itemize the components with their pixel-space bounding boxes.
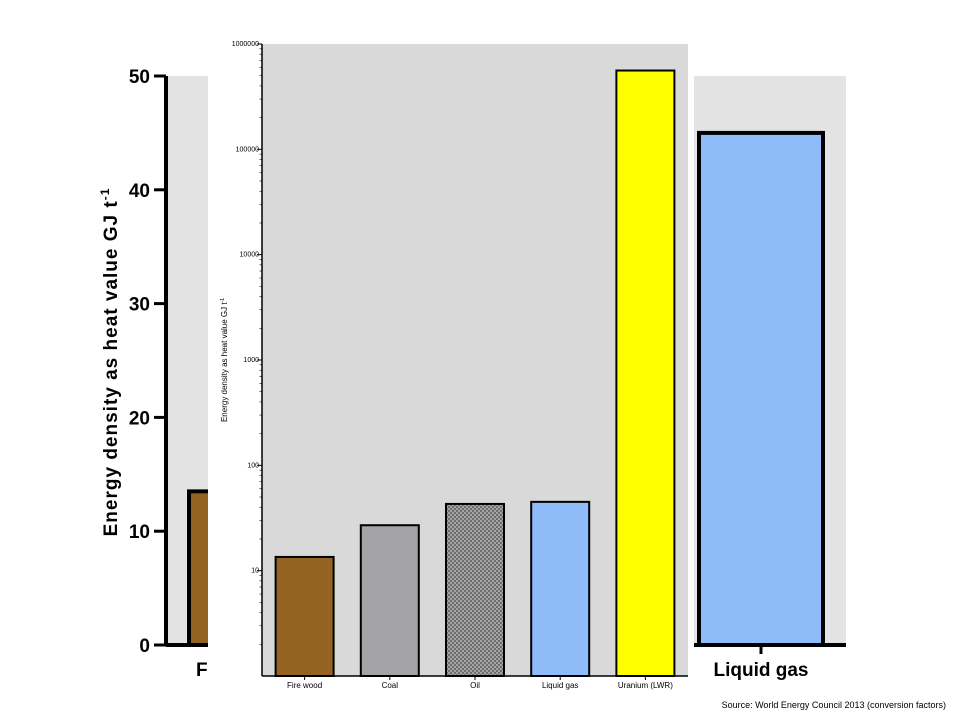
inset-y-axis-title: Energy density as heat value GJ t-1 [220, 298, 229, 422]
inset-x-tick-label: Coal [382, 681, 399, 690]
inset-bar-coal [359, 524, 420, 677]
inset-x-tick-label: Liquid gas [542, 681, 578, 690]
y-tick-label: 50 [129, 67, 150, 88]
y-tick-label: 20 [129, 408, 150, 429]
y-tick-label: 10 [129, 522, 150, 543]
inset-bar-fire-wood [274, 555, 335, 677]
inset-bar-liquid-gas [530, 500, 591, 677]
y-axis-title: Energy density as heat value GJ t-1 [98, 188, 122, 537]
inset-x-tick-label: Fire wood [287, 681, 322, 690]
inset-y-tick-label: 10000 [240, 252, 260, 259]
inset-bar-oil [445, 502, 505, 677]
inset-x-tick-label: Oil [470, 681, 480, 690]
x-tick-label: Liquid gas [714, 660, 809, 681]
y-tick-label: 40 [129, 181, 150, 202]
source-note: Source: World Energy Council 2013 (conve… [721, 700, 946, 710]
bar-liquid-gas [697, 130, 825, 647]
inset-y-tick-label: 10 [251, 568, 259, 575]
inset-y-tick-label: 1000000 [232, 41, 259, 48]
log-bar-chart-inset: Fire wood Coal Oil Liquid gas Uranium (LWR) 1… [208, 30, 694, 696]
inset-y-tick-label: 100 [247, 462, 259, 469]
y-tick-label: 30 [129, 295, 150, 316]
inset-y-tick-label: 100000 [236, 146, 259, 153]
inset-x-tick-label: Uranium (LWR) [618, 681, 673, 690]
inset-bar-uranium-lwr- [615, 69, 676, 678]
y-tick-label: 0 [139, 636, 150, 657]
inset-y-tick-label: 1000 [243, 357, 259, 364]
